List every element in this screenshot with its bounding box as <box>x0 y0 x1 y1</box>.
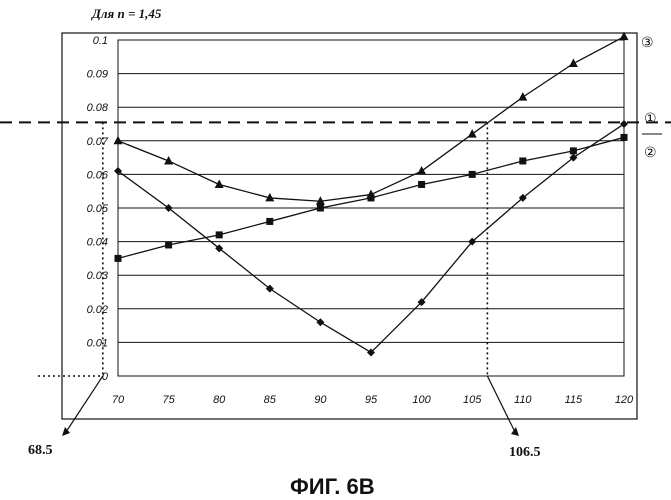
data-point-square <box>115 255 122 262</box>
y-axis-tick-labels: 00.010.020.030.040.050.060.070.080.090.1 <box>87 35 109 383</box>
data-point-square <box>418 181 425 188</box>
marker-1: ① <box>644 111 657 127</box>
data-point-square <box>469 171 476 178</box>
arrow-left <box>66 376 103 432</box>
x-tick-label: 120 <box>615 394 634 406</box>
series-line-triangle <box>118 37 624 202</box>
chart-outer-frame <box>62 33 637 419</box>
data-point-triangle <box>569 59 578 67</box>
x-tick-label: 95 <box>365 394 378 406</box>
x-tick-label: 90 <box>314 394 327 406</box>
y-tick-label: 0.05 <box>87 203 109 215</box>
arrowhead-right <box>511 427 519 436</box>
gridlines <box>118 74 624 343</box>
x-tick-label: 80 <box>213 394 226 406</box>
y-tick-label: 0.03 <box>87 270 109 282</box>
data-point-square <box>266 218 273 225</box>
data-point-square <box>165 241 172 248</box>
data-point-triangle <box>468 129 477 138</box>
x-tick-label: 115 <box>565 394 583 406</box>
y-tick-label: 0.06 <box>87 169 109 181</box>
y-tick-label: 0.02 <box>87 304 108 316</box>
annotation-left: 68.5 <box>28 443 53 458</box>
figure-canvas: Для n = 1,45 00.010.020.030.040.050.060.… <box>0 0 671 500</box>
arrow-right <box>487 376 515 432</box>
marker-2: ② <box>644 145 657 161</box>
data-series <box>114 32 629 357</box>
data-point-square <box>216 231 223 238</box>
data-point-square <box>621 134 628 141</box>
x-tick-label: 105 <box>463 394 482 406</box>
x-tick-label: 110 <box>514 394 532 406</box>
crossing-guides <box>38 122 519 436</box>
y-tick-label: 0.09 <box>87 69 108 81</box>
data-point-square <box>317 205 324 212</box>
marker-3: ③ <box>641 35 654 51</box>
data-point-triangle <box>114 136 123 145</box>
x-tick-label: 85 <box>264 394 277 406</box>
annotation-right: 106.5 <box>509 445 541 460</box>
y-tick-label: 0.1 <box>93 35 108 47</box>
series-line-diamond <box>118 124 624 352</box>
header-note: Для n = 1,45 <box>91 6 162 21</box>
x-tick-label: 100 <box>412 394 431 406</box>
x-axis-tick-labels: 70 75 80 85 90 95 100 105 110 115 120 <box>112 394 634 406</box>
x-tick-label: 75 <box>162 394 175 406</box>
x-tick-label: 70 <box>112 394 125 406</box>
data-point-square <box>570 147 577 154</box>
data-point-diamond <box>620 120 628 128</box>
y-tick-label: 0.01 <box>87 337 108 349</box>
data-point-square <box>519 157 526 164</box>
y-tick-label: 0.07 <box>87 136 109 148</box>
y-tick-label: 0.04 <box>87 237 108 249</box>
data-point-diamond <box>316 318 324 326</box>
y-tick-label: 0.08 <box>87 102 109 114</box>
data-point-triangle <box>518 92 527 101</box>
data-point-triangle <box>417 166 426 175</box>
figure-caption: ФИГ. 6В <box>290 474 375 499</box>
